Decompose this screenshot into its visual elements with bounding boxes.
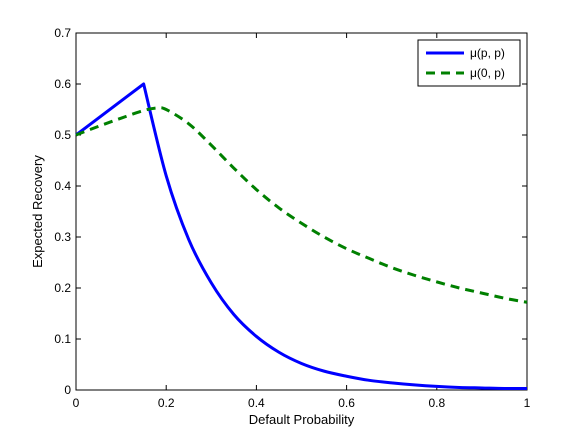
plot-area-frame: [75, 32, 528, 391]
y-tick-label: 0.5: [54, 128, 71, 142]
y-tick-label: 0.4: [54, 179, 71, 193]
legend-box: [417, 39, 521, 87]
legend-label: μ(0, p): [470, 66, 505, 80]
y-tick-label: 0.6: [54, 77, 71, 91]
y-tick-label: 0: [64, 383, 71, 397]
legend: μ(p, p) μ(0, p): [417, 39, 521, 87]
series-line-mu-0-p: [75, 106, 528, 304]
x-tick-label: 0.8: [428, 396, 445, 410]
y-tick-label: 0.3: [54, 230, 71, 244]
y-tick-label: 0.1: [54, 332, 71, 346]
x-tick-label: 1: [524, 396, 531, 410]
y-tick-label: 0.2: [54, 281, 71, 295]
series-lines: [75, 82, 528, 391]
x-tick-label: 0.6: [338, 396, 355, 410]
x-tick-label: 0.2: [158, 396, 175, 410]
x-axis-label: Default Probability: [249, 412, 355, 427]
x-tick-label: 0.4: [248, 396, 265, 410]
axes: 0 0.2 0.4 0.6 0.8 1 0 0.1 0.2 0.3 0.4 0.5 0.6 0.7: [54, 26, 530, 410]
y-axis-label: Expected Recovery: [30, 155, 45, 268]
y-tick-label: 0.7: [54, 26, 71, 40]
series-line-mu-p-p: [75, 82, 528, 391]
x-tick-label: 0: [73, 396, 80, 410]
legend-label: μ(p, p): [470, 46, 505, 60]
